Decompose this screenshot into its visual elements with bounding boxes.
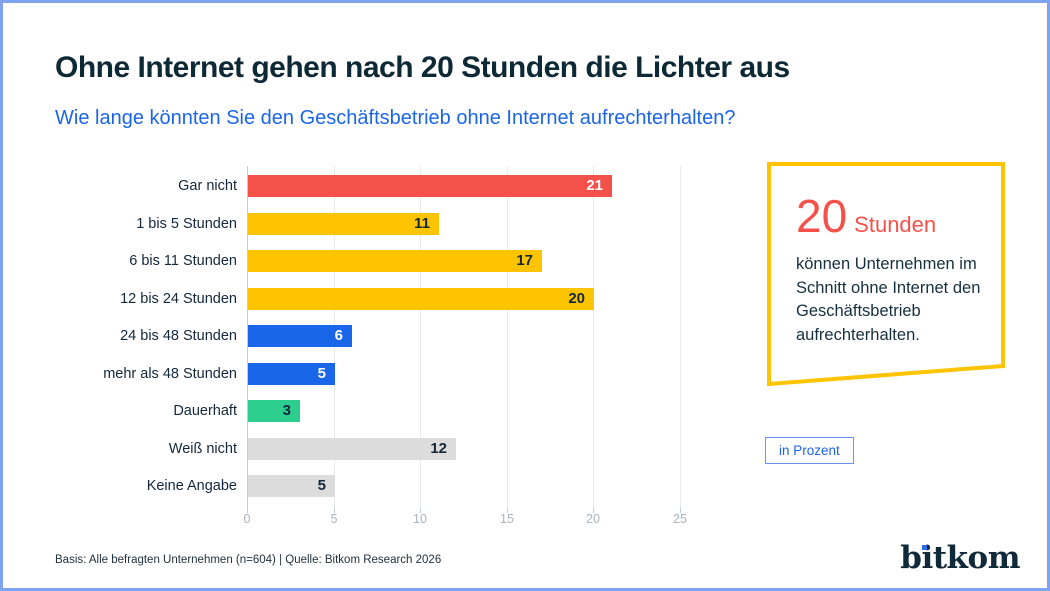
bar-value-label: 11	[414, 214, 430, 232]
callout-content: 20 Stunden können Unternehmen im Schnitt…	[796, 192, 982, 347]
bar-value-label: 20	[568, 289, 585, 307]
bar-gar-nicht: 21	[248, 175, 612, 197]
bar-6-bis-11-stunden: 17	[248, 250, 542, 272]
category-label: Gar nicht	[178, 178, 237, 194]
x-tick-mark-25	[680, 508, 681, 513]
category-label: Keine Angabe	[146, 478, 237, 494]
bar-value-label: 12	[430, 439, 447, 457]
bar-12-bis-24-stunden: 20	[248, 287, 594, 310]
category-label: 6 bis 11 Stunden	[129, 253, 237, 269]
page-title: Ohne Internet gehen nach 20 Stunden die …	[55, 51, 790, 84]
bar-24-bis-48-stunden: 6	[248, 325, 352, 347]
x-tick-mark-0	[247, 508, 248, 513]
chart-plot-area: 21 11 17 20 6 5 3 12 5	[247, 166, 681, 508]
y-axis-line	[247, 166, 248, 508]
logo-i-dot	[921, 544, 927, 550]
x-tick-mark-10	[420, 508, 421, 513]
callout-headline: 20 Stunden	[796, 190, 982, 242]
category-label: Dauerhaft	[173, 403, 237, 419]
x-tick-label-10: 10	[413, 512, 427, 526]
bar-wei-nicht: 12	[248, 437, 456, 460]
category-label: mehr als 48 Stunden	[103, 365, 237, 382]
callout-big-unit: Stunden	[854, 212, 937, 237]
bar-value-label: 17	[516, 252, 533, 269]
bar-value-label: 3	[282, 402, 291, 419]
x-tick-label-25: 25	[673, 512, 687, 526]
bar-1-bis-5-stunden: 11	[248, 212, 439, 235]
x-tick-label-5: 5	[330, 512, 338, 526]
callout-big-number: 20	[796, 190, 848, 242]
gridline-20	[593, 166, 594, 508]
category-label: 1 bis 5 Stunden	[136, 215, 237, 232]
gridline-10	[420, 166, 421, 508]
category-label: 12 bis 24 Stunden	[120, 290, 237, 307]
gridline-25	[680, 166, 681, 508]
callout-border-shape	[767, 162, 1005, 387]
x-tick-mark-15	[507, 508, 508, 513]
x-tick-label-0: 0	[243, 512, 251, 526]
x-tick-mark-5	[334, 508, 335, 513]
x-tick-label-20: 20	[586, 512, 600, 526]
callout-box: 20 Stunden können Unternehmen im Schnitt…	[767, 162, 1005, 388]
x-tick-label-15: 15	[500, 512, 514, 526]
bar-dauerhaft: 3	[248, 400, 300, 422]
bar-value-label: 6	[334, 327, 343, 344]
x-tick-mark-20	[593, 508, 594, 513]
page-subtitle: Wie lange könnten Sie den Geschäftsbetri…	[55, 107, 736, 129]
unit-badge: in Prozent	[765, 437, 854, 464]
bitkom-logo: bitkom	[900, 540, 1020, 576]
bar-value-label: 5	[317, 477, 326, 494]
callout-body-text: können Unternehmen im Schnitt ohne Inter…	[796, 255, 981, 344]
bitkom-logo-text: bitkom	[900, 540, 1020, 576]
bar-value-label: 21	[586, 177, 603, 194]
bar-keine-angabe: 5	[248, 475, 335, 497]
bar-value-label: 5	[317, 364, 326, 382]
source-note: Basis: Alle befragten Unternehmen (n=604…	[55, 554, 442, 566]
category-label: Weiß nicht	[168, 440, 237, 457]
category-label: 24 bis 48 Stunden	[120, 328, 237, 344]
gridline-15	[507, 166, 508, 508]
bar-mehr-als-48-stunden: 5	[248, 362, 335, 385]
